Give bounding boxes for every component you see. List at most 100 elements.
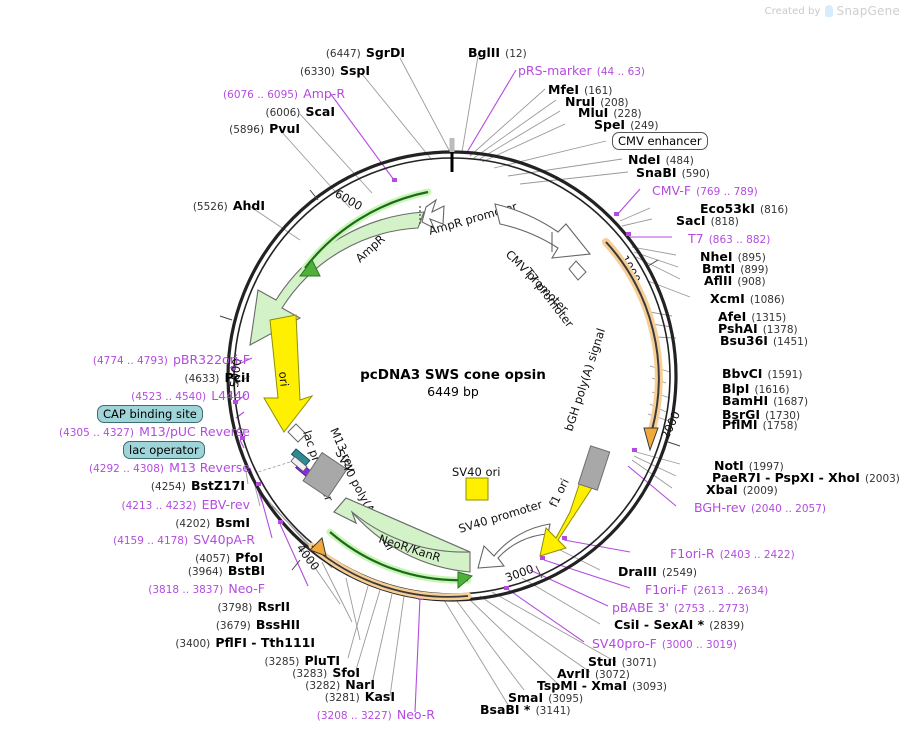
label-afei[interactable]: AfeI (1315) [718,308,786,324]
label-pfoi[interactable]: (4057) PfoI [105,549,263,565]
label-bsabi[interactable]: BsaBI * (3141) [480,701,571,717]
label-smai[interactable]: SmaI (3095) [508,689,583,705]
label-sgrdi[interactable]: (6447) SgrDI [260,44,405,60]
label-ebv-rev[interactable]: (4213 .. 4232) EBV-rev [50,496,250,512]
label-l4440[interactable]: (4523 .. 4540) L4440 [55,387,250,403]
label-pvui[interactable]: (5896) PvuI [155,120,300,136]
label-pos: (2613 .. 2634) [693,585,769,597]
label-name: SfoI [332,665,360,680]
label-bsrgi[interactable]: BsrGI (1730) [722,406,800,422]
label-bsmi[interactable]: (4202) BsmI [95,514,250,530]
label-pos: (6006) [265,107,301,119]
label-pflfi-tth111i[interactable]: (3400) PflFI - Tth111I [80,634,315,650]
label-pos: (1378) [762,324,798,336]
label-sv40pa-r[interactable]: (4159 .. 4178) SV40pA-R [55,531,255,547]
label-pos: (590) [681,168,710,180]
label-nari[interactable]: (3282) NarI [145,676,375,692]
label-bmti[interactable]: BmtI (899) [702,260,769,276]
label-cmv-f[interactable]: CMV-F (769 .. 789) [652,182,758,198]
label-pos: (6330) [299,66,335,78]
label-xbai[interactable]: XbaI (2009) [706,481,778,497]
label-bstbi[interactable]: (3964) BstBI [100,562,265,578]
label-name: NotI [714,458,744,473]
label-xcmi[interactable]: XcmI (1086) [710,290,785,306]
feature-t7-promoter[interactable]: T7 promoter [521,260,587,330]
feature-neor-kanr[interactable]: NeoR/KanR [308,497,474,601]
label-sspi[interactable]: (6330) SspI [225,62,370,78]
label-name: NruI [565,94,596,109]
label-f1ori-r[interactable]: F1ori-R (2403 .. 2422) [670,545,795,561]
feature-sv40-ori[interactable]: SV40 ori [452,465,500,501]
label-t7[interactable]: T7 (863 .. 882) [688,230,770,246]
label-spei[interactable]: SpeI (249) [594,116,658,132]
label-ahdi[interactable]: (5526) AhdI [120,197,265,213]
label-sfoi[interactable]: (3283) SfoI [130,664,360,680]
label-eco53ki[interactable]: Eco53kI (816) [700,200,788,216]
feature-insert-orange[interactable] [602,238,663,452]
label-ndei[interactable]: NdeI (484) [628,151,694,167]
label-saci[interactable]: SacI (818) [676,212,739,228]
label-f1ori-f[interactable]: F1ori-F (2613 .. 2634) [645,581,768,597]
label-lac-operator[interactable]: lac operator [123,441,205,459]
label-name: BamHI [722,393,769,408]
label-pflmi[interactable]: PflMI (1758) [722,416,798,432]
label-pcii[interactable]: (4633) PciI [85,369,250,385]
label-paer7i-pspxi-xhoi[interactable]: PaeR7I - PspXI - XhoI (2003) [712,469,900,485]
label-bbvci[interactable]: BbvCI (1591) [722,365,802,381]
label-stui[interactable]: StuI (3071) [588,653,657,669]
label-name: RsrII [257,599,290,614]
label-avrii[interactable]: AvrII (3072) [557,665,630,681]
label-prs-marker[interactable]: pRS-marker (44 .. 63) [518,62,645,78]
label-bglii[interactable]: BglII (12) [468,44,527,60]
label-pos: (2403 .. 2422) [719,549,795,561]
label-pbabe-3prime[interactable]: pBABE 3' (2753 .. 2773) [612,599,749,615]
label-nrui[interactable]: NruI (208) [565,93,629,109]
label-pluti[interactable]: (3285) PluTI [110,652,340,668]
label-pos: (1616) [754,384,790,396]
label-scai[interactable]: (6006) ScaI [190,103,335,119]
label-pos: (6447) [325,48,361,60]
label-neo-r[interactable]: (3208 .. 3227) Neo-R [185,706,435,722]
label-name: XbaI [706,482,738,497]
label-kasi[interactable]: (3281) KasI [165,688,395,704]
label-draiii[interactable]: DraIII (2549) [618,563,697,579]
label-snabi[interactable]: SnaBI (590) [636,164,710,180]
label-bsu36i[interactable]: Bsu36I (1451) [720,332,808,348]
label-sv40pro-f[interactable]: SV40pro-F (3000 .. 3019) [592,635,737,651]
feature-label-ori: ori [276,371,291,387]
label-bsshii[interactable]: (3679) BssHII [105,616,300,632]
label-noti[interactable]: NotI (1997) [714,457,784,473]
label-name: StuI [588,654,617,669]
label-aflii[interactable]: AflII (908) [704,272,766,288]
label-pos: (2549) [662,567,697,579]
label-pshai[interactable]: PshAI (1378) [718,320,798,336]
label-pos: (3095) [548,693,584,705]
leader-lines-top-left [247,57,451,241]
label-name: SV40pro-F [592,636,657,651]
feature-ori[interactable]: ori [263,314,314,433]
tick-6000: 6000 [333,186,365,213]
label-tspmi-xmai[interactable]: TspMI - XmaI (3093) [537,677,667,693]
feature-sv40-promoter[interactable]: SV40 promoter [457,497,551,569]
label-bamhi[interactable]: BamHI (1687) [722,392,808,408]
label-mfei[interactable]: MfeI (161) [548,81,612,97]
label-blpi[interactable]: BlpI (1616) [722,380,789,396]
label-mlui[interactable]: MluI (228) [578,104,642,120]
label-pos: (3281) [324,692,360,704]
label-m13-reverse[interactable]: (4292 .. 4308) M13 Reverse [35,459,250,475]
label-bstz17i[interactable]: (4254) BstZ17I [80,477,245,493]
label-cap-binding-site[interactable]: CAP binding site [97,405,203,423]
label-name: BglII [468,45,501,60]
label-name: SmaI [508,690,544,705]
label-rsrii[interactable]: (3798) RsrII [110,598,290,614]
feature-bgh-polya[interactable]: bGH poly(A) signal [562,326,611,491]
label-m13-puc-reverse[interactable]: (4305 .. 4327) M13/pUC Reverse [10,423,250,439]
label-pos: (769 .. 789) [696,186,758,198]
label-neo-f[interactable]: (3818 .. 3837) Neo-F [70,580,265,596]
label-bgh-rev[interactable]: BGH-rev (2040 .. 2057) [694,499,826,515]
label-cmv-enhancer[interactable]: CMV enhancer [612,132,708,150]
label-csii-sexai[interactable]: CsiI - SexAI * (2839) [614,616,744,632]
label-amp-r[interactable]: (6076 .. 6095) Amp-R [175,85,345,101]
label-pbr322ori-f[interactable]: (4774 .. 4793) pBR322ori-F [15,351,250,367]
label-nhei[interactable]: NheI (895) [700,248,766,264]
